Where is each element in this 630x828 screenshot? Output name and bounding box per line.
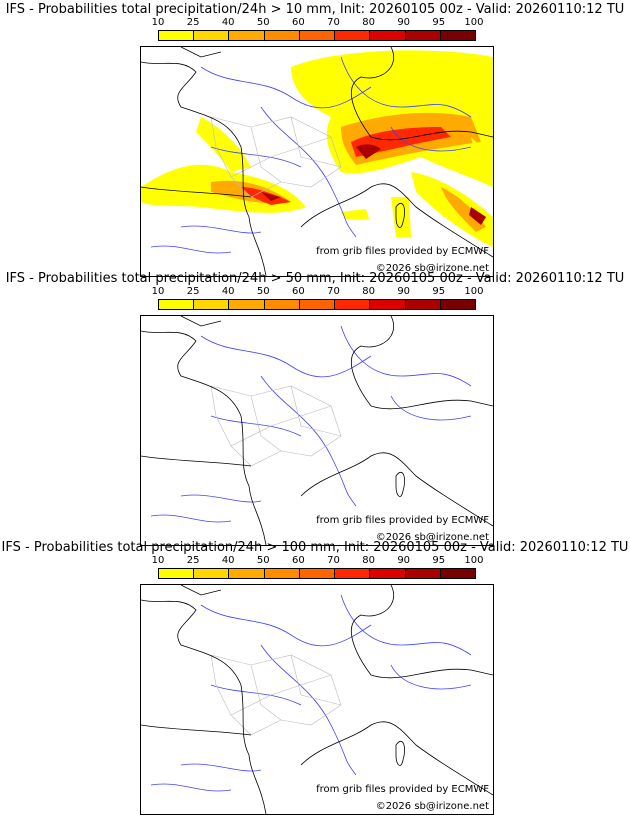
colorbar-swatch [299, 31, 336, 40]
colorbar-swatch [264, 300, 300, 309]
colorbar-swatch [440, 31, 475, 40]
colorbar-tick: 70 [327, 17, 340, 28]
admin-borders [210, 385, 342, 467]
forecast-panel: IFS - Probabilities total precipitation/… [0, 538, 630, 815]
colorbar-tick: 90 [397, 286, 411, 297]
map-layer [141, 585, 493, 814]
precip-area [261, 192, 281, 201]
colorbar-ticks: 10 25 40 50 60 70 80 90 95 100 [152, 17, 484, 29]
copyright-credit: ©2026 sb@irizone.net [375, 801, 489, 812]
colorbar-swatch [335, 569, 371, 578]
colorbar-swatch [159, 569, 195, 578]
colorbar-swatch [440, 300, 475, 309]
forecast-panel: IFS - Probabilities total precipitation/… [0, 0, 630, 277]
colorbar-tick: 10 [151, 17, 165, 28]
colorbar-tick: 50 [256, 555, 270, 566]
colorbar-tick: 80 [362, 17, 375, 28]
rivers [150, 594, 472, 792]
colorbar-swatch [194, 300, 230, 309]
precip-area [356, 144, 381, 159]
colorbar-tick: 100 [464, 17, 484, 28]
copyright-credit: ©2026 sb@irizone.net [375, 532, 489, 543]
precip-area [471, 137, 493, 187]
colorbar-ticks: 10 25 40 50 60 70 80 90 95 100 [152, 286, 484, 298]
precip-area [469, 207, 486, 225]
data-source-credit: from grib files provided by ECMWF [316, 784, 489, 795]
colorbar-tick: 25 [186, 286, 200, 297]
colorbar-swatch [299, 300, 336, 309]
colorbar-tick: 95 [432, 17, 446, 28]
colorbar-swatch [159, 31, 195, 40]
colorbar-tick: 70 [327, 286, 340, 297]
colorbar-swatch [229, 31, 265, 40]
colorbar-ticks: 10 25 40 50 60 70 80 90 95 100 [152, 555, 484, 567]
panel-title: IFS - Probabilities total precipitation/… [1, 540, 629, 555]
coastlines [141, 47, 493, 276]
colorbar-tick: 40 [221, 17, 235, 28]
colorbar-tick: 60 [292, 286, 305, 297]
colorbar-swatch [405, 300, 441, 309]
precip-area [411, 172, 493, 247]
colorbar-swatch [370, 569, 406, 578]
map-layer [141, 316, 493, 545]
colorbar-tick: 95 [432, 555, 446, 566]
colorbar-swatch [370, 300, 406, 309]
colorbar-tick: 70 [327, 555, 340, 566]
precip-area [341, 209, 369, 219]
colorbar-swatch [159, 300, 195, 309]
panel-title: IFS - Probabilities total precipitation/… [5, 271, 625, 286]
colorbar-swatch [335, 300, 371, 309]
colorbar-tick: 60 [292, 17, 305, 28]
admin-borders [210, 654, 342, 736]
colorbar-tick: 25 [186, 17, 200, 28]
probability-map: from grib files provided by ECMWF ©2026 … [140, 46, 494, 277]
coastlines [141, 585, 493, 814]
colorbar-swatch [264, 569, 300, 578]
coastlines [141, 316, 493, 545]
colorbar-tick: 40 [221, 286, 235, 297]
precipitation-probability-overlay [141, 50, 493, 247]
colorbar-swatch [194, 569, 230, 578]
colorbar-tick: 40 [221, 555, 235, 566]
colorbar [158, 30, 476, 41]
colorbar-swatch [405, 569, 441, 578]
colorbar-tick: 100 [464, 555, 484, 566]
colorbar-swatch [335, 31, 371, 40]
colorbar-swatch [370, 31, 406, 40]
colorbar-tick: 50 [256, 286, 270, 297]
colorbar-swatch [194, 31, 230, 40]
rivers [150, 56, 472, 254]
admin-borders [210, 116, 342, 198]
panel-title: IFS - Probabilities total precipitation/… [5, 2, 625, 17]
rivers [150, 325, 472, 523]
colorbar-tick: 90 [397, 17, 411, 28]
colorbar-swatch [229, 569, 265, 578]
colorbar-tick: 10 [151, 286, 165, 297]
forecast-panel: IFS - Probabilities total precipitation/… [0, 269, 630, 546]
colorbar-swatch [299, 569, 336, 578]
colorbar-tick: 50 [256, 17, 270, 28]
copyright-credit: ©2026 sb@irizone.net [375, 263, 489, 274]
data-source-credit: from grib files provided by ECMWF [316, 246, 489, 257]
colorbar-tick: 60 [292, 555, 305, 566]
colorbar-tick: 10 [151, 555, 165, 566]
colorbar-swatch [440, 569, 475, 578]
precip-area [441, 187, 486, 232]
colorbar-tick: 80 [362, 286, 375, 297]
colorbar-tick: 90 [397, 555, 411, 566]
colorbar-tick: 80 [362, 555, 375, 566]
probability-map: from grib files provided by ECMWF ©2026 … [140, 315, 494, 546]
probability-map: from grib files provided by ECMWF ©2026 … [140, 584, 494, 815]
colorbar [158, 568, 476, 579]
colorbar-swatch [264, 31, 300, 40]
colorbar-swatch [229, 300, 265, 309]
colorbar-swatch [405, 31, 441, 40]
map-layer [141, 47, 493, 276]
colorbar-tick: 95 [432, 286, 446, 297]
precip-area [196, 117, 251, 172]
colorbar-tick: 100 [464, 286, 484, 297]
colorbar [158, 299, 476, 310]
colorbar-tick: 25 [186, 555, 200, 566]
data-source-credit: from grib files provided by ECMWF [316, 515, 489, 526]
